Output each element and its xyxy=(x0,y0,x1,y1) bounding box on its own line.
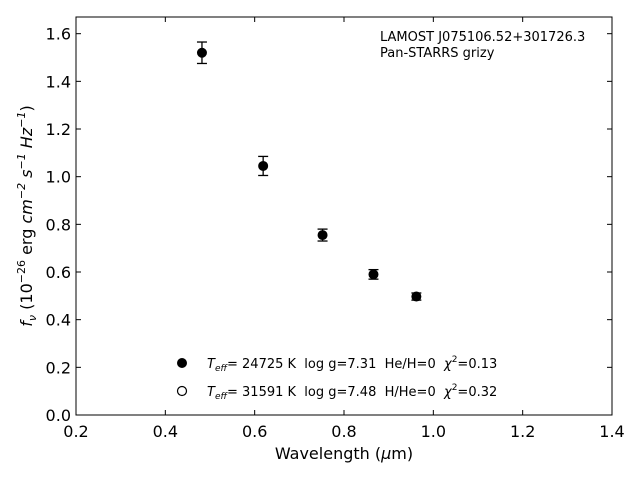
y-tick-label: 0.2 xyxy=(46,358,71,377)
legend-marker-filled xyxy=(177,358,187,368)
data-point xyxy=(258,160,269,171)
data-point xyxy=(196,47,207,58)
y-tick-label: 1.0 xyxy=(46,168,71,187)
y-tick-label: 1.2 xyxy=(46,120,71,139)
legend-entry-filled: Teff= 24725 K log g=7.31 He/H=0 χ2=0.13 xyxy=(207,355,497,374)
y-axis-title: fν (10−26 erg cm−2 s−1 Hz−1) xyxy=(15,105,39,326)
ticks xyxy=(75,17,613,416)
data-point xyxy=(317,230,328,241)
tick-labels: 0.2 0.4 0.6 0.8 1.0 1.2 1.40.00.20.40.60.81.01… xyxy=(46,25,625,441)
annotation-title: LAMOST J075106.52+301726.3 xyxy=(380,30,585,45)
plot-frame xyxy=(75,16,613,416)
y-tick-label: 0.8 xyxy=(46,215,71,234)
x-tick-label: 1.2 xyxy=(510,422,535,441)
x-tick-label: 0.4 xyxy=(153,422,178,441)
data-points xyxy=(196,41,422,302)
y-tick-label: 1.4 xyxy=(46,72,71,91)
x-axis-title: Wavelength (μm) xyxy=(275,444,413,463)
legend-marker-open xyxy=(176,385,188,397)
y-tick-label: 0.4 xyxy=(46,311,71,330)
x-tick-label: 1.0 xyxy=(421,422,446,441)
annotation-subtitle: Pan-STARRS grizy xyxy=(380,46,495,61)
x-tick-label: 0.8 xyxy=(331,422,356,441)
x-tick-label: 0.6 xyxy=(242,422,267,441)
x-tick-label: 1.4 xyxy=(599,422,624,441)
data-point xyxy=(411,291,422,302)
x-tick-label: 0.2 xyxy=(63,422,88,441)
data-point xyxy=(368,269,379,280)
y-tick-label: 1.6 xyxy=(46,25,71,44)
y-tick-label: 0.0 xyxy=(46,406,71,425)
legend-entry-open: Teff= 31591 K log g=7.48 H/He=0 χ2=0.32 xyxy=(207,383,497,402)
y-tick-label: 0.6 xyxy=(46,263,71,282)
